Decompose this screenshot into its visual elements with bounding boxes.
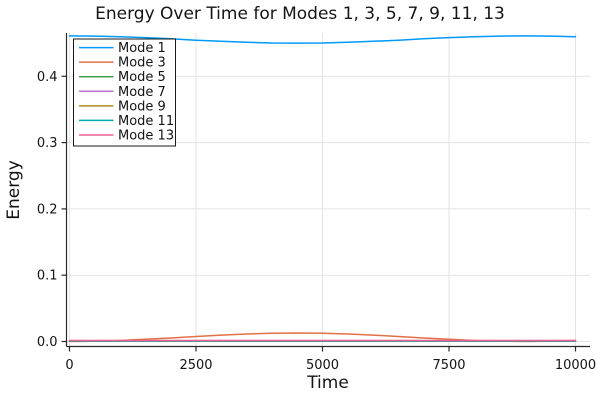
legend-label-mode-1: Mode 1 [118, 41, 166, 56]
legend-label-mode-5: Mode 5 [118, 70, 166, 85]
x-tick-label: 7500 [432, 358, 465, 373]
y-axis-label: Energy [4, 160, 24, 220]
y-tick-label: 0.3 [37, 136, 58, 151]
y-tick-label: 0.4 [37, 70, 58, 85]
legend-box [73, 38, 176, 147]
y-tick-label: 0.0 [37, 335, 58, 350]
x-tick-label: 2500 [179, 358, 212, 373]
chart-title: Energy Over Time for Modes 1, 3, 5, 7, 9… [95, 4, 505, 24]
legend-label-mode-3: Mode 3 [118, 56, 166, 71]
y-tick-label: 0.2 [37, 202, 58, 217]
x-tick-label: 0 [65, 358, 73, 373]
x-tick-label: 5000 [306, 358, 339, 373]
legend-label-mode-7: Mode 7 [118, 85, 166, 100]
x-tick-label: 10000 [555, 358, 596, 373]
legend-label-mode-9: Mode 9 [118, 99, 166, 114]
legend-label-mode-11: Mode 11 [118, 114, 174, 129]
x-axis-label: Time [307, 373, 349, 393]
series-line-mode-1 [68, 35, 577, 44]
legend-label-mode-13: Mode 13 [118, 128, 174, 143]
y-tick-label: 0.1 [37, 269, 58, 284]
